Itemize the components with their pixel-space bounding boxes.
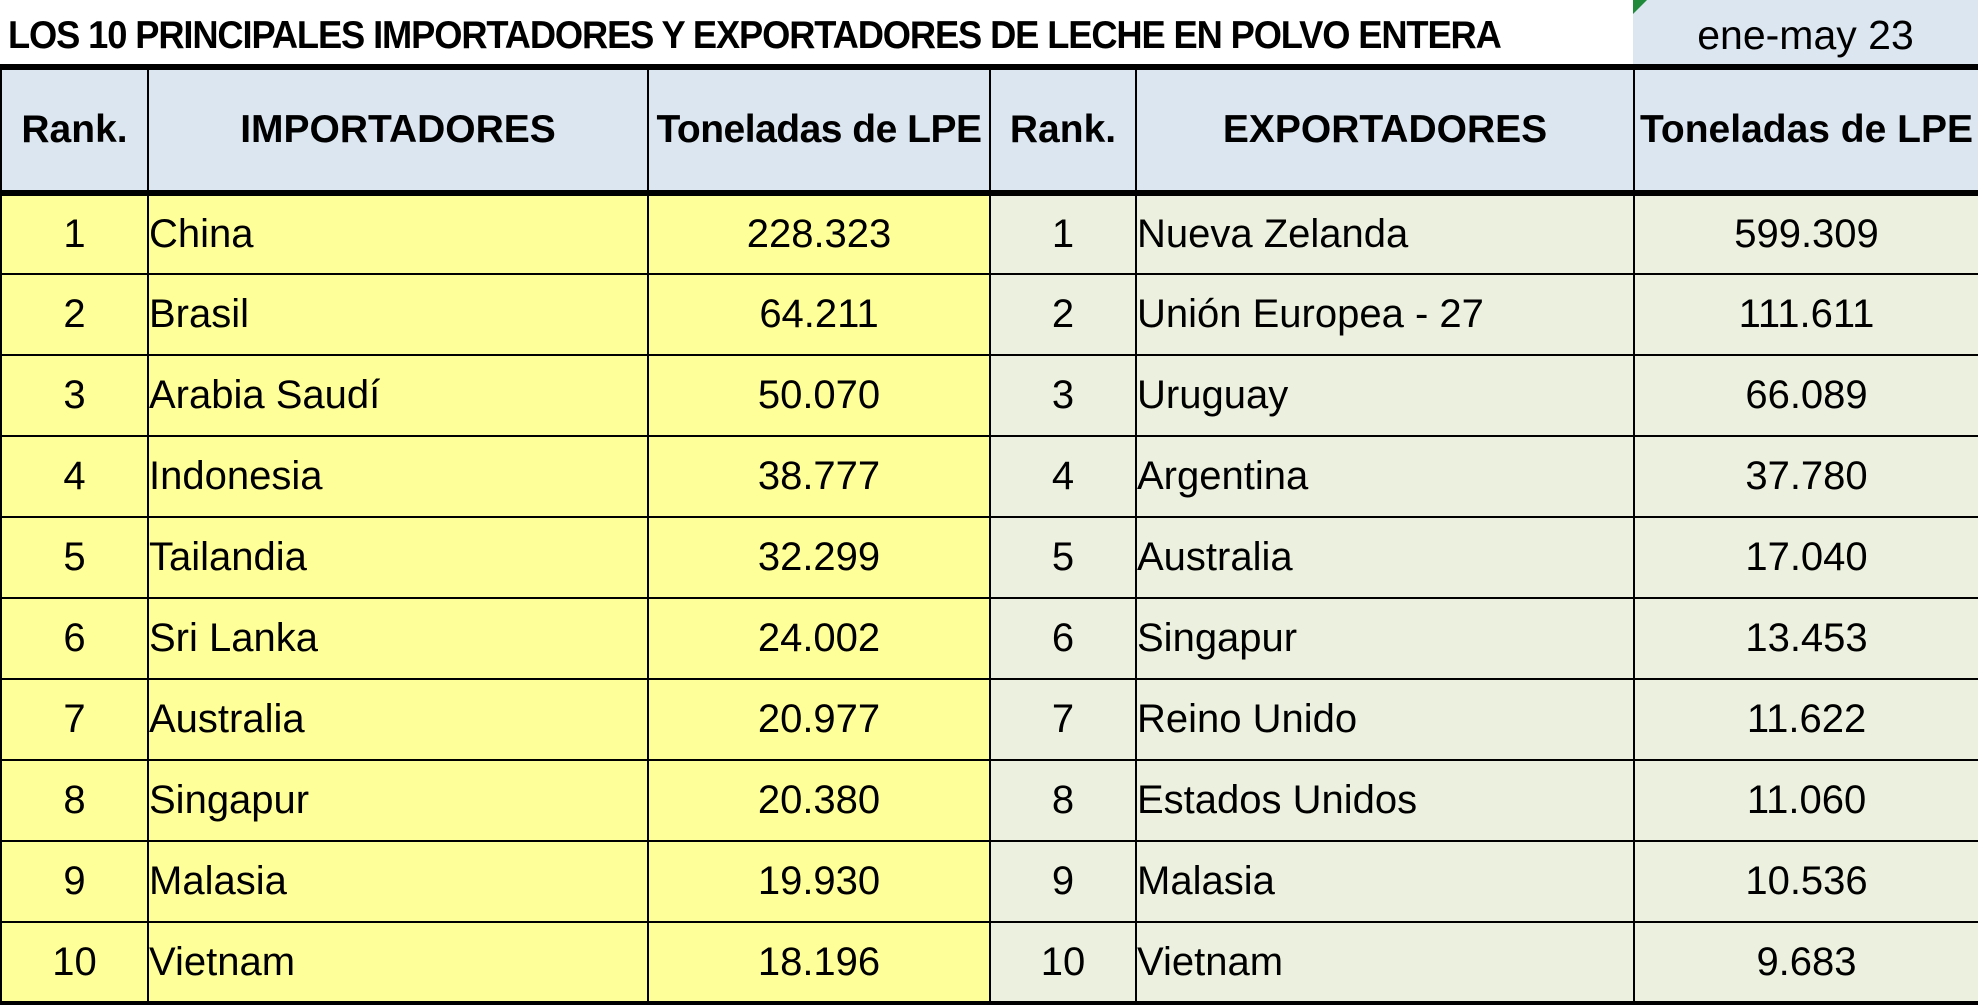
importer-tonnes: 50.070 bbox=[647, 354, 991, 437]
period-label: ene-may 23 bbox=[1697, 12, 1914, 58]
importer-rank: 9 bbox=[0, 840, 149, 923]
period-cell[interactable]: ene-may 23 bbox=[1633, 0, 1978, 64]
importer-tonnes: 19.930 bbox=[647, 840, 991, 923]
exporter-rank: 8 bbox=[989, 759, 1137, 842]
exporter-tonnes: 9.683 bbox=[1633, 921, 1978, 1005]
importer-rank: 8 bbox=[0, 759, 149, 842]
importer-country: Indonesia bbox=[147, 435, 649, 518]
exporter-country: Malasia bbox=[1135, 840, 1635, 923]
table-row: 6 Sri Lanka 24.002 6 Singapur 13.453 bbox=[0, 597, 1978, 680]
table-row: 1 China 228.323 1 Nueva Zelanda 599.309 bbox=[0, 192, 1978, 275]
exporter-rank: 1 bbox=[989, 192, 1137, 275]
importer-country: Malasia bbox=[147, 840, 649, 923]
importer-tonnes: 18.196 bbox=[647, 921, 991, 1005]
table-row: 10 Vietnam 18.196 10 Vietnam 9.683 bbox=[0, 921, 1978, 1005]
exporter-rank: 4 bbox=[989, 435, 1137, 518]
importer-country: Vietnam bbox=[147, 921, 649, 1005]
exporter-tonnes: 17.040 bbox=[1633, 516, 1978, 599]
importer-rank: 7 bbox=[0, 678, 149, 761]
header-tonnes-importers: Toneladas de LPE bbox=[647, 64, 991, 196]
header-importers: IMPORTADORES bbox=[147, 64, 649, 196]
importer-country: Australia bbox=[147, 678, 649, 761]
table-row: 4 Indonesia 38.777 4 Argentina 37.780 bbox=[0, 435, 1978, 518]
exporter-tonnes: 111.611 bbox=[1633, 273, 1978, 356]
importer-country: China bbox=[147, 192, 649, 275]
exporter-tonnes: 37.780 bbox=[1633, 435, 1978, 518]
importer-tonnes: 228.323 bbox=[647, 192, 991, 275]
exporter-tonnes: 13.453 bbox=[1633, 597, 1978, 680]
importer-rank: 6 bbox=[0, 597, 149, 680]
page-title: LOS 10 PRINCIPALES IMPORTADORES Y EXPORT… bbox=[8, 14, 1502, 57]
importer-country: Singapur bbox=[147, 759, 649, 842]
table-row: 7 Australia 20.977 7 Reino Unido 11.622 bbox=[0, 678, 1978, 761]
table-row: 9 Malasia 19.930 9 Malasia 10.536 bbox=[0, 840, 1978, 923]
comment-marker-icon bbox=[1633, 0, 1647, 14]
exporter-country: Unión Europea - 27 bbox=[1135, 273, 1635, 356]
header-rank-exporters: Rank. bbox=[989, 64, 1137, 196]
importer-tonnes: 38.777 bbox=[647, 435, 991, 518]
title-row: LOS 10 PRINCIPALES IMPORTADORES Y EXPORT… bbox=[0, 0, 1978, 64]
exporter-rank: 6 bbox=[989, 597, 1137, 680]
exporter-rank: 7 bbox=[989, 678, 1137, 761]
importer-country: Sri Lanka bbox=[147, 597, 649, 680]
importer-tonnes: 24.002 bbox=[647, 597, 991, 680]
exporter-country: Australia bbox=[1135, 516, 1635, 599]
exporter-country: Vietnam bbox=[1135, 921, 1635, 1005]
table-row: 3 Arabia Saudí 50.070 3 Uruguay 66.089 bbox=[0, 354, 1978, 437]
table-row: 2 Brasil 64.211 2 Unión Europea - 27 111… bbox=[0, 273, 1978, 356]
importer-tonnes: 32.299 bbox=[647, 516, 991, 599]
importer-rank: 1 bbox=[0, 192, 149, 275]
exporter-country: Argentina bbox=[1135, 435, 1635, 518]
exporter-tonnes: 11.060 bbox=[1633, 759, 1978, 842]
exporter-rank: 5 bbox=[989, 516, 1137, 599]
importer-tonnes: 20.380 bbox=[647, 759, 991, 842]
importer-tonnes: 20.977 bbox=[647, 678, 991, 761]
importer-country: Brasil bbox=[147, 273, 649, 356]
exporter-country: Estados Unidos bbox=[1135, 759, 1635, 842]
header-rank-importers: Rank. bbox=[0, 64, 149, 196]
importer-tonnes: 64.211 bbox=[647, 273, 991, 356]
table-row: 8 Singapur 20.380 8 Estados Unidos 11.06… bbox=[0, 759, 1978, 842]
exporter-country: Reino Unido bbox=[1135, 678, 1635, 761]
importer-rank: 3 bbox=[0, 354, 149, 437]
header-exporters: EXPORTADORES bbox=[1135, 64, 1635, 196]
exporter-tonnes: 10.536 bbox=[1633, 840, 1978, 923]
exporter-rank: 2 bbox=[989, 273, 1137, 356]
exporter-tonnes: 599.309 bbox=[1633, 192, 1978, 275]
importer-country: Arabia Saudí bbox=[147, 354, 649, 437]
exporter-country: Nueva Zelanda bbox=[1135, 192, 1635, 275]
header-tonnes-exporters: Toneladas de LPE bbox=[1633, 64, 1978, 196]
importer-rank: 2 bbox=[0, 273, 149, 356]
header-row: Rank. IMPORTADORES Toneladas de LPE Rank… bbox=[0, 64, 1978, 196]
importer-country: Tailandia bbox=[147, 516, 649, 599]
exporter-country: Uruguay bbox=[1135, 354, 1635, 437]
exporter-rank: 10 bbox=[989, 921, 1137, 1005]
importer-rank: 5 bbox=[0, 516, 149, 599]
exporter-rank: 9 bbox=[989, 840, 1137, 923]
exporter-tonnes: 66.089 bbox=[1633, 354, 1978, 437]
exporter-rank: 3 bbox=[989, 354, 1137, 437]
exporter-tonnes: 11.622 bbox=[1633, 678, 1978, 761]
importer-rank: 4 bbox=[0, 435, 149, 518]
exporter-country: Singapur bbox=[1135, 597, 1635, 680]
importer-rank: 10 bbox=[0, 921, 149, 1005]
rankings-table: Rank. IMPORTADORES Toneladas de LPE Rank… bbox=[0, 64, 1978, 1005]
table-row: 5 Tailandia 32.299 5 Australia 17.040 bbox=[0, 516, 1978, 599]
